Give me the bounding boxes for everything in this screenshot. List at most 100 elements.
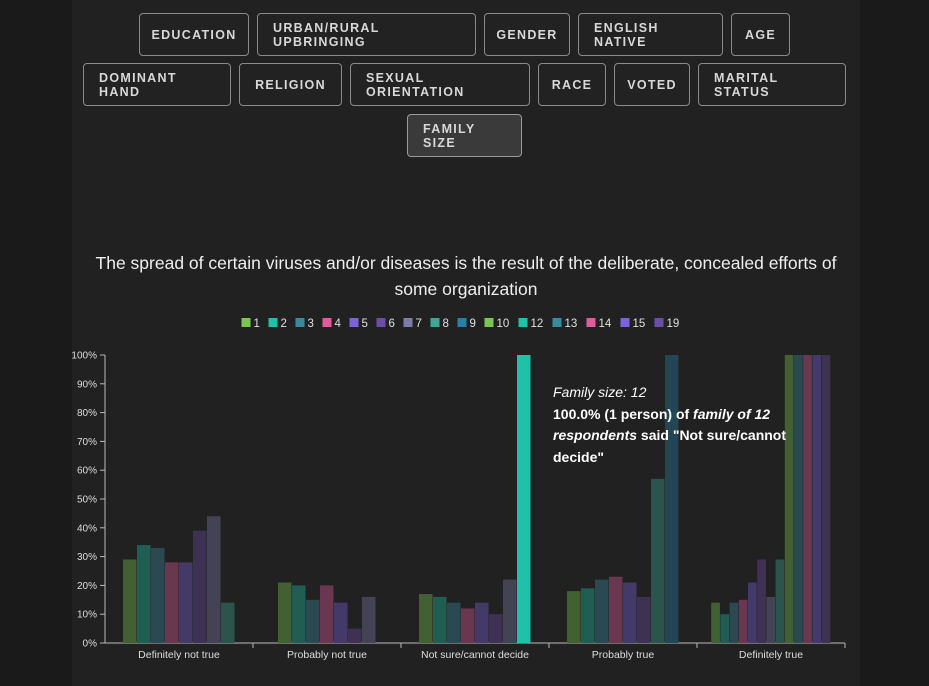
tooltip-percent: 100.0% bbox=[553, 405, 601, 422]
bar-5-2 bbox=[475, 602, 489, 643]
filter-religion-button[interactable]: RELIGION bbox=[239, 63, 342, 106]
bar-2-1 bbox=[292, 585, 306, 643]
legend-label-1: 1 bbox=[254, 318, 260, 330]
legend-label-5: 5 bbox=[362, 318, 368, 330]
bar-6-1 bbox=[348, 628, 362, 643]
bar-13-4 bbox=[794, 355, 803, 643]
bar-2-4 bbox=[720, 614, 730, 643]
bar-2-0 bbox=[137, 545, 151, 643]
bar-5-1 bbox=[334, 602, 348, 643]
filter-row-2: DOMINANT HAND RELIGION SEXUAL ORIENTATIO… bbox=[0, 63, 929, 106]
bar-1-2 bbox=[419, 594, 433, 643]
legend-label-12: 12 bbox=[531, 318, 544, 330]
tooltip-series: Family size: 12 bbox=[553, 384, 647, 400]
tooltip-count: (1 person) of bbox=[604, 405, 690, 422]
filter-education-button[interactable]: EDUCATION bbox=[139, 13, 249, 56]
y-tick-label: 60% bbox=[77, 466, 97, 477]
bar-9-3 bbox=[665, 355, 679, 643]
legend-label-19: 19 bbox=[667, 318, 680, 330]
legend-label-4: 4 bbox=[335, 318, 342, 330]
bar-12-2 bbox=[517, 355, 531, 643]
bar-6-4 bbox=[757, 559, 766, 643]
y-tick-label: 30% bbox=[77, 552, 97, 563]
tooltip-said: said bbox=[640, 427, 669, 443]
legend-label-10: 10 bbox=[497, 318, 510, 330]
bar-7-1 bbox=[362, 596, 376, 643]
filter-race-button[interactable]: RACE bbox=[538, 63, 606, 106]
y-tick-label: 90% bbox=[77, 379, 97, 390]
bar-3-4 bbox=[729, 602, 739, 643]
legend-swatch-2 bbox=[268, 318, 278, 327]
bar-7-4 bbox=[766, 596, 776, 643]
bar-1-3 bbox=[567, 591, 581, 643]
filter-marital-status-button[interactable]: MARITAL STATUS bbox=[698, 63, 846, 106]
filter-sexual-orientation-button[interactable]: SEXUAL ORIENTATION bbox=[350, 63, 530, 106]
tooltip-answer: "Not sure/cannot decide" bbox=[553, 427, 787, 465]
legend-swatch-8 bbox=[430, 318, 440, 327]
legend-label-14: 14 bbox=[599, 318, 612, 330]
bar-5-4 bbox=[748, 582, 757, 643]
bar-5-0 bbox=[179, 562, 193, 643]
bar-1-4 bbox=[711, 602, 720, 643]
legend-swatch-15 bbox=[620, 318, 630, 327]
x-tick-label: Probably not true bbox=[287, 649, 367, 661]
bar-4-3 bbox=[609, 576, 623, 643]
legend-swatch-19 bbox=[654, 318, 664, 327]
bar-4-4 bbox=[738, 599, 748, 643]
filter-voted-button[interactable]: VOTED bbox=[614, 63, 690, 106]
legend-swatch-12 bbox=[518, 318, 528, 327]
legend-label-3: 3 bbox=[308, 318, 314, 330]
y-tick-label: 100% bbox=[71, 351, 97, 362]
legend-label-9: 9 bbox=[470, 318, 476, 330]
filter-age-button[interactable]: AGE bbox=[731, 13, 790, 56]
bar-6-3 bbox=[637, 596, 651, 643]
bar-8-0 bbox=[221, 602, 235, 643]
bar-7-2 bbox=[503, 579, 517, 643]
y-tick-label: 50% bbox=[77, 495, 97, 506]
legend-label-7: 7 bbox=[416, 318, 422, 330]
y-tick-label: 10% bbox=[77, 610, 97, 621]
legend-label-6: 6 bbox=[389, 318, 395, 330]
tooltip-body: 100.0% (1 person) of family of 12 respon… bbox=[553, 404, 798, 469]
bar-6-2 bbox=[489, 614, 503, 643]
bar-3-1 bbox=[306, 599, 320, 643]
bar-10-4 bbox=[784, 355, 794, 643]
bar-6-0 bbox=[193, 530, 207, 643]
chart-tooltip: Family size: 12 100.0% (1 person) of fam… bbox=[553, 382, 798, 468]
y-tick-label: 20% bbox=[77, 581, 97, 592]
x-tick-label: Definitely true bbox=[739, 649, 803, 661]
y-tick-label: 0% bbox=[83, 639, 98, 650]
bar-2-3 bbox=[581, 588, 595, 643]
chart-title: The spread of certain viruses and/or dis… bbox=[95, 253, 837, 299]
bar-5-3 bbox=[623, 582, 637, 643]
y-tick-label: 40% bbox=[77, 523, 97, 534]
legend-swatch-14 bbox=[586, 318, 596, 327]
legend-label-8: 8 bbox=[443, 318, 449, 330]
filter-gender-button[interactable]: GENDER bbox=[484, 13, 570, 56]
bar-15-4 bbox=[812, 355, 822, 643]
y-tick-label: 70% bbox=[77, 437, 97, 448]
bar-4-2 bbox=[461, 608, 475, 643]
bar-3-2 bbox=[447, 602, 461, 643]
filter-dominant-hand-button[interactable]: DOMINANT HAND bbox=[83, 63, 231, 106]
bar-3-3 bbox=[595, 579, 609, 643]
bar-14-4 bbox=[803, 355, 812, 643]
legend-swatch-4 bbox=[322, 318, 332, 327]
legend-swatch-9 bbox=[457, 318, 467, 327]
tooltip-group: family of 12 respondents bbox=[553, 405, 771, 444]
legend-swatch-1 bbox=[241, 318, 251, 327]
bar-2-2 bbox=[433, 596, 447, 643]
x-tick-label: Not sure/cannot decide bbox=[421, 649, 529, 661]
filter-urban-rural-button[interactable]: URBAN/RURAL UPBRINGING bbox=[257, 13, 476, 56]
y-tick-label: 80% bbox=[77, 408, 97, 419]
x-tick-label: Probably true bbox=[592, 649, 655, 661]
bar-4-1 bbox=[320, 585, 334, 643]
bar-8-4 bbox=[775, 559, 785, 643]
bar-8-3 bbox=[651, 478, 665, 643]
legend-swatch-7 bbox=[403, 318, 413, 327]
filter-family-size-button[interactable]: FAMILY SIZE bbox=[407, 114, 522, 157]
bar-3-0 bbox=[151, 547, 165, 643]
bar-7-0 bbox=[207, 516, 221, 643]
filter-english-native-button[interactable]: ENGLISH NATIVE bbox=[578, 13, 723, 56]
